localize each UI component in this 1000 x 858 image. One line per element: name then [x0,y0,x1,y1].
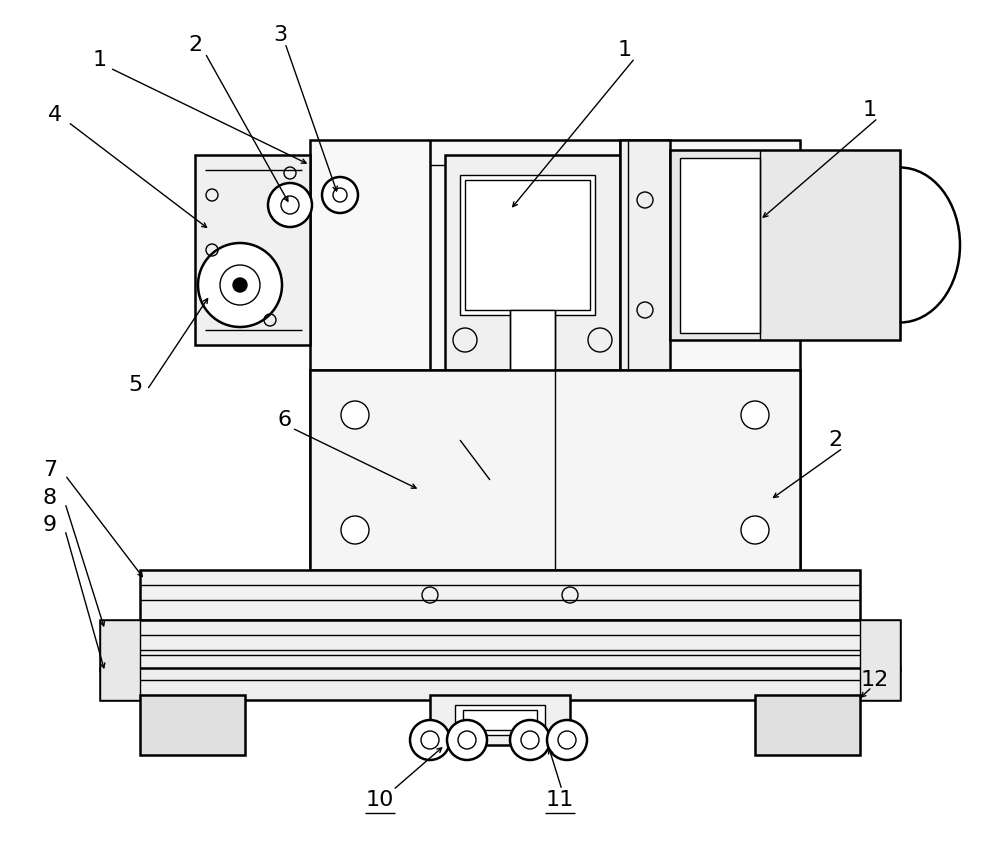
Bar [463,710,537,730]
Bar [195,155,310,345]
Circle shape [268,183,312,227]
Circle shape [341,516,369,544]
Circle shape [233,278,247,292]
Bar [100,620,140,700]
Circle shape [322,177,358,213]
Bar [755,695,860,755]
Text: 3: 3 [273,25,287,45]
Text: 1: 1 [618,40,632,60]
Bar [310,140,800,580]
Bar [670,150,900,340]
Text: 4: 4 [48,105,62,125]
Circle shape [741,401,769,429]
Bar [100,668,900,700]
Circle shape [447,720,487,760]
Circle shape [333,188,347,202]
Text: 1: 1 [93,50,107,70]
Text: 11: 11 [546,790,574,810]
Text: 5: 5 [128,375,142,395]
Circle shape [510,720,550,760]
Text: 6: 6 [278,410,292,430]
Circle shape [741,516,769,544]
Bar [140,570,860,620]
Text: 10: 10 [366,790,394,810]
Bar [445,155,620,370]
Text: 2: 2 [188,35,202,55]
Bar [465,180,590,310]
Bar [455,705,545,735]
Circle shape [547,720,587,760]
Circle shape [410,720,450,760]
Bar [100,620,900,670]
Bar [620,140,670,370]
Bar [310,370,800,570]
Bar [680,158,760,333]
Bar [510,310,555,370]
Text: 8: 8 [43,488,57,508]
Circle shape [281,196,299,214]
Bar [140,695,245,755]
Bar [860,620,900,700]
Circle shape [198,243,282,327]
Circle shape [220,265,260,305]
Text: 1: 1 [863,100,877,120]
Text: 9: 9 [43,515,57,535]
Bar [430,695,570,745]
Text: 2: 2 [828,430,842,450]
Circle shape [341,401,369,429]
Text: 7: 7 [43,460,57,480]
Text: 12: 12 [861,670,889,690]
Bar [460,175,595,315]
